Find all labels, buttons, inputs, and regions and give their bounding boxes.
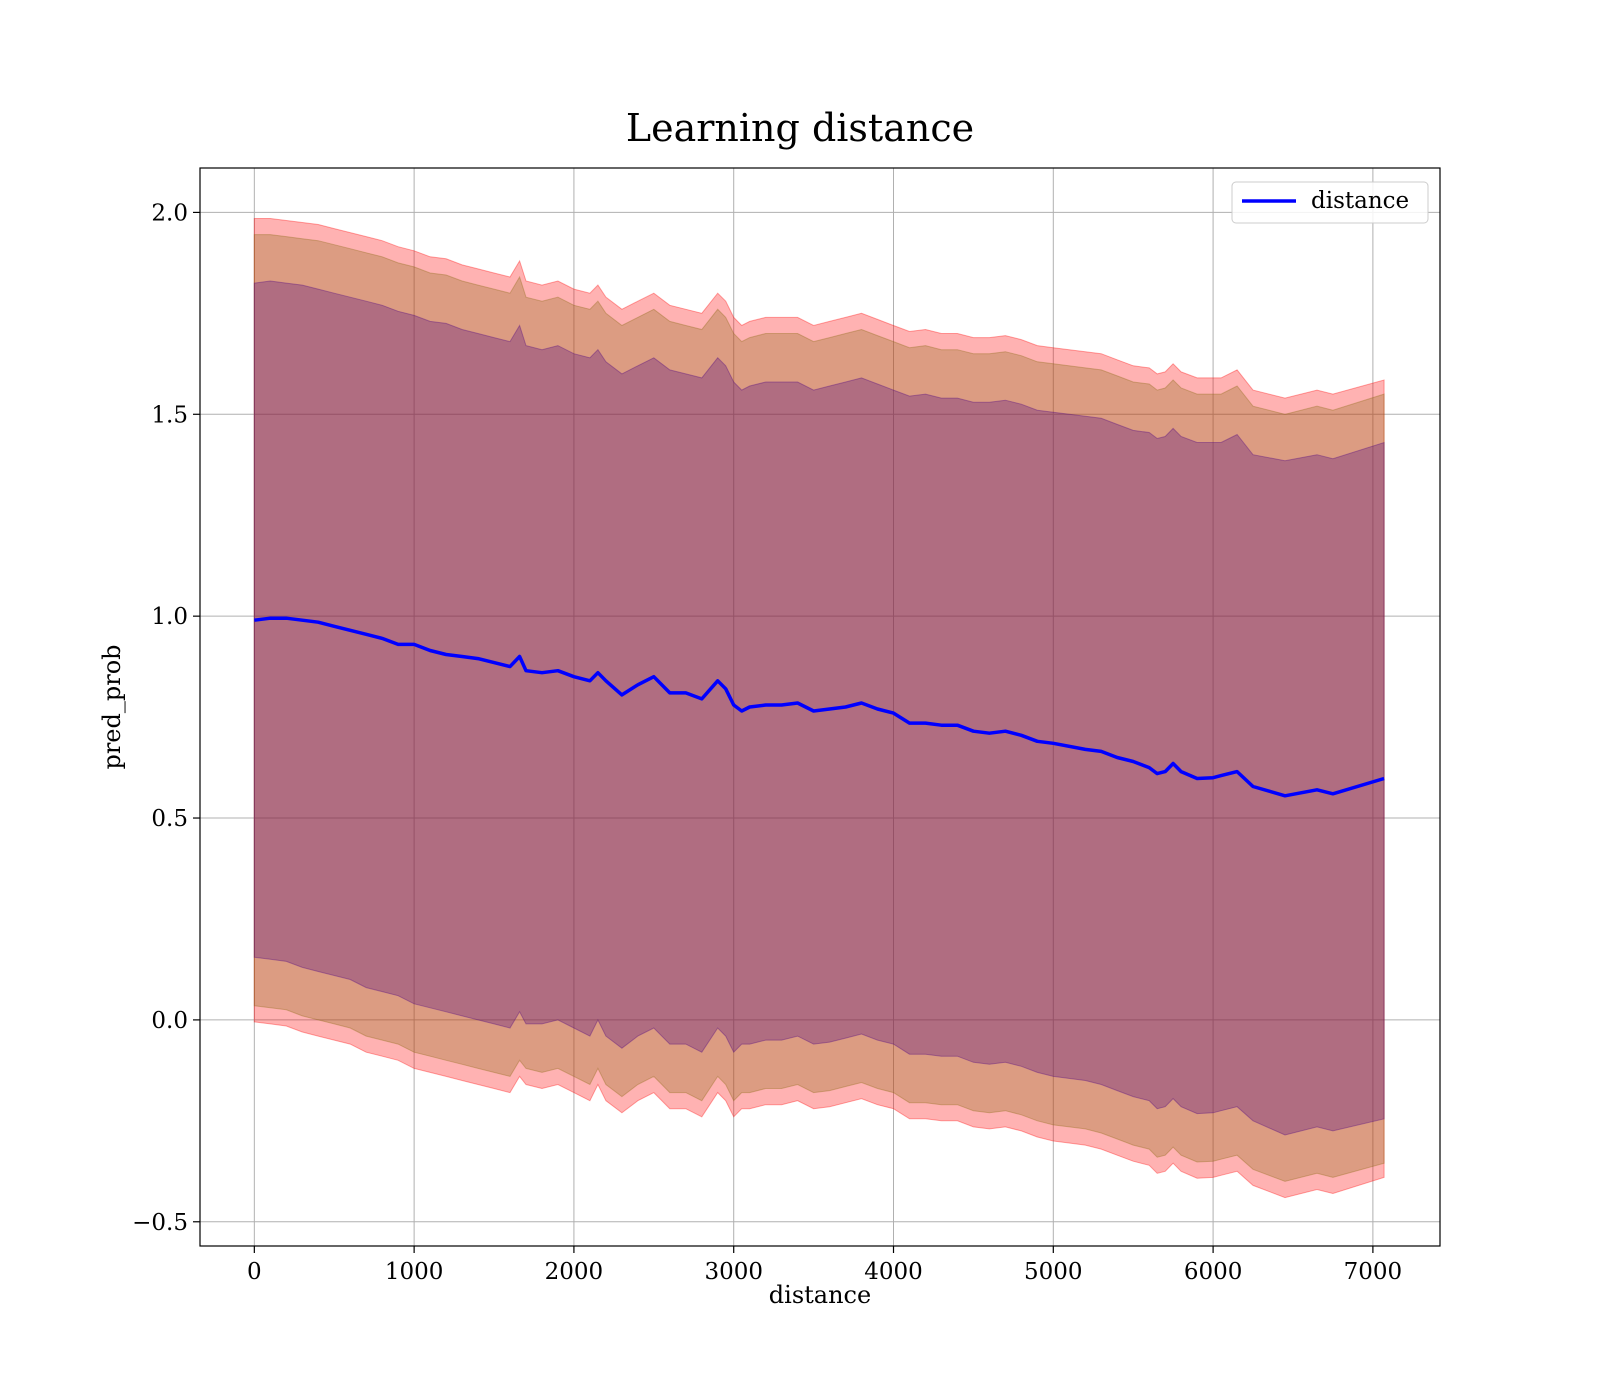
y-tick-label: 2.0 bbox=[151, 200, 188, 226]
x-tick-label: 4000 bbox=[864, 1259, 923, 1285]
series-layer bbox=[254, 616, 1385, 798]
x-tick-label: 0 bbox=[247, 1259, 262, 1285]
grid-lines bbox=[200, 168, 1440, 1246]
legend: distance bbox=[1231, 181, 1429, 224]
x-tick-label: 3000 bbox=[704, 1259, 763, 1285]
x-axis-ticks: 0 1000 2000 3000 4000 5000 6000 7000 bbox=[247, 1246, 1402, 1285]
x-tick-label: 7000 bbox=[1344, 1259, 1403, 1285]
legend-box bbox=[1231, 181, 1429, 224]
series-line-distance bbox=[254, 616, 1385, 798]
x-tick-label: 6000 bbox=[1184, 1259, 1243, 1285]
y-tick-label: 0.0 bbox=[151, 1008, 188, 1034]
band-inner bbox=[253, 280, 1385, 1136]
band-outer bbox=[253, 218, 1385, 1199]
chart-title: Learning distance bbox=[626, 106, 974, 150]
y-tick-label: 0.5 bbox=[151, 806, 188, 832]
y-tick-label: 1.0 bbox=[151, 604, 188, 630]
plot-frame bbox=[199, 167, 1441, 1247]
confidence-bands bbox=[253, 218, 1385, 1199]
y-tick-label: 1.5 bbox=[151, 402, 188, 428]
y-axis-label: pred_prob bbox=[98, 644, 126, 769]
y-axis-ticks: −0.5 0.0 0.5 1.0 1.5 2.0 bbox=[132, 200, 200, 1236]
legend-entry-distance: distance bbox=[1311, 188, 1409, 214]
x-axis-label: distance bbox=[769, 1281, 871, 1309]
x-tick-label: 2000 bbox=[545, 1259, 604, 1285]
band-middle bbox=[253, 234, 1385, 1182]
x-tick-label: 5000 bbox=[1024, 1259, 1083, 1285]
x-tick-label: 1000 bbox=[385, 1259, 444, 1285]
y-tick-label: −0.5 bbox=[132, 1210, 188, 1236]
